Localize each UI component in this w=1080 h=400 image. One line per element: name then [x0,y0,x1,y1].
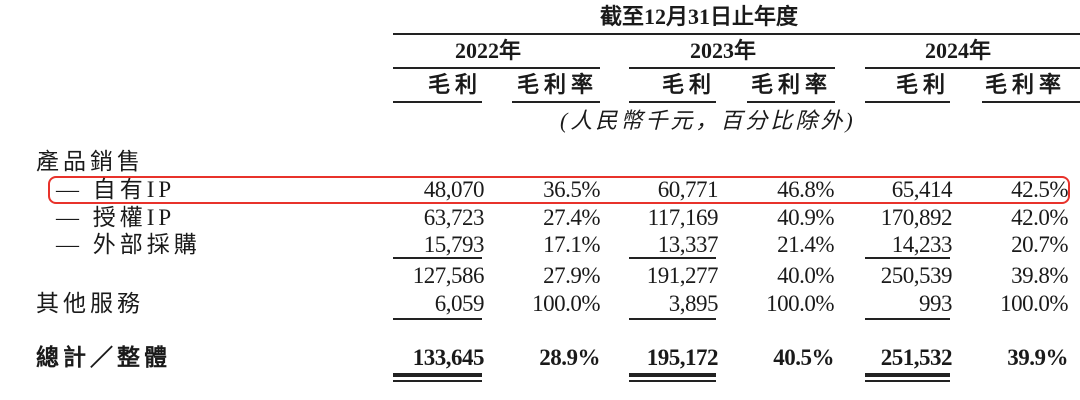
cell-value: 3,895 [668,291,719,316]
cell-value: 40.9% [777,205,834,230]
header-rule [393,33,1080,35]
subheader-rule [982,101,1080,103]
total-double-rule [629,380,716,382]
row-label: 總計／整體 [36,345,171,370]
cell-value: 250,539 [880,263,953,288]
year-2022: 2022年 [455,38,522,63]
cell-value: 100.0% [1000,291,1068,316]
cell-value: 100.0% [532,291,600,316]
cell-value: 170,892 [880,205,953,230]
row-label: 其他服務 [36,291,144,316]
year-rule [629,67,835,69]
subheader-rule [629,101,716,103]
subheader-1: 毛利率 [516,72,598,97]
cell-value: 60,771 [657,177,719,202]
cell-value: 65,414 [891,177,953,202]
cell-value: 42.0% [1011,205,1068,230]
row-label: 產品銷售 [36,149,144,174]
total-double-rule [393,373,482,377]
subheader-rule [747,101,835,103]
cell-value: 127,586 [412,263,485,288]
highlight-box [48,176,1070,204]
cell-value: 36.5% [543,177,600,202]
subheader-2: 毛利 [661,72,716,97]
cell-value: 13,337 [657,232,719,257]
total-double-rule [629,373,716,377]
cell-value: 6,059 [434,291,485,316]
total-double-rule [393,380,482,382]
subheader-0: 毛利 [427,72,482,97]
cell-value: 42.5% [1011,177,1068,202]
row-label: — 授權IP [56,205,176,230]
cell-value: 40.5% [773,345,834,370]
subheader-3: 毛利率 [750,72,832,97]
cell-value: 48,070 [423,177,485,202]
cell-value: 14,233 [891,232,953,257]
year-rule [393,67,600,69]
subheader-4: 毛利 [895,72,950,97]
cell-value: 133,645 [412,345,485,370]
row-label: — 外部採購 [56,232,201,257]
subtotal-rule [393,318,482,320]
subheader-rule [865,101,950,103]
cell-value: 117,169 [647,205,719,230]
unit-note: (人民幣千元，百分比除外) [560,108,856,133]
subheader-rule [512,101,600,103]
total-double-rule [865,380,950,382]
cell-value: 191,277 [646,263,719,288]
cell-value: 46.8% [777,177,834,202]
subheader-rule [393,101,482,103]
subtotal-rule [629,257,716,259]
cell-value: 63,723 [423,205,485,230]
cell-value: 27.4% [543,205,600,230]
cell-value: 28.9% [539,345,600,370]
cell-value: 27.9% [543,263,600,288]
period-header: 截至12月31日止年度 [600,4,799,29]
subtotal-rule [393,257,482,259]
cell-value: 195,172 [646,345,719,370]
year-rule [865,67,1080,69]
year-2024: 2024年 [925,38,992,63]
total-double-rule [865,373,950,377]
cell-value: 993 [919,291,953,316]
cell-value: 39.9% [1007,345,1068,370]
cell-value: 15,793 [423,232,485,257]
cell-value: 40.0% [777,263,834,288]
subheader-5: 毛利率 [984,72,1066,97]
cell-value: 17.1% [543,232,600,257]
subtotal-rule [865,257,950,259]
cell-value: 21.4% [777,232,834,257]
subtotal-rule [629,318,716,320]
cell-value: 251,532 [880,345,953,370]
row-label: — 自有IP [56,177,176,202]
cell-value: 20.7% [1011,232,1068,257]
cell-value: 39.8% [1011,263,1068,288]
cell-value: 100.0% [766,291,834,316]
year-2023: 2023年 [690,38,757,63]
subtotal-rule [865,318,950,320]
